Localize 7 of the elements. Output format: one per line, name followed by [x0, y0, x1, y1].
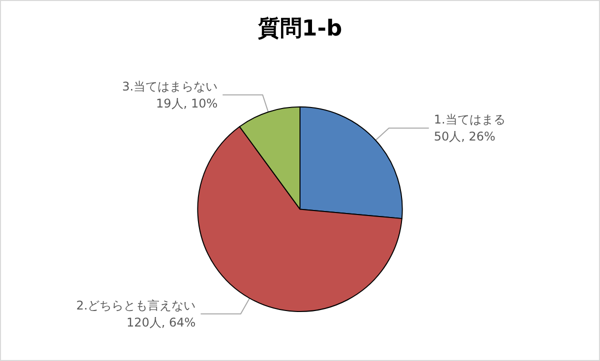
data-label: 50人, 26%: [434, 130, 496, 144]
data-label: 120人, 64%: [126, 315, 196, 330]
data-label: 19人, 10%: [156, 96, 218, 110]
slice-label: 2.どちらとも言えない: [76, 298, 196, 312]
slice-label: 3.当てはまらない: [122, 79, 218, 94]
chart-title: 質問1-b: [256, 16, 342, 42]
slice-label: 1.当てはまる: [434, 112, 506, 127]
